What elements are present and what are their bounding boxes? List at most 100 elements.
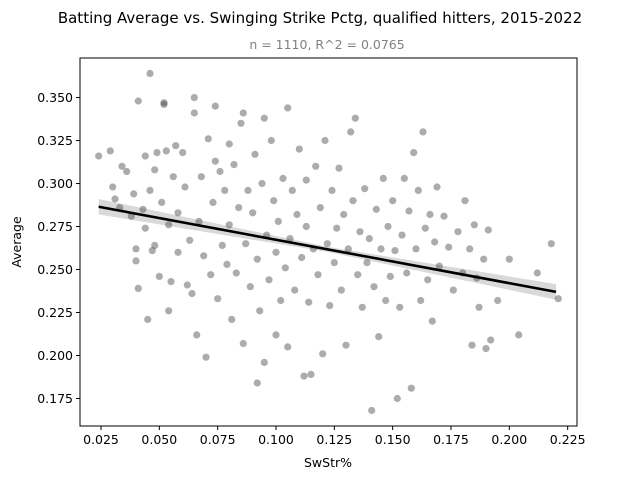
data-point xyxy=(468,341,476,349)
data-point xyxy=(337,286,345,294)
data-point xyxy=(202,353,210,361)
data-point xyxy=(340,210,348,219)
data-point xyxy=(244,186,252,194)
data-point xyxy=(396,303,404,311)
data-point xyxy=(505,255,513,263)
data-point xyxy=(482,345,490,353)
data-point xyxy=(207,271,215,279)
data-point xyxy=(302,176,310,184)
data-point xyxy=(277,296,285,305)
x-tick-label: 0.125 xyxy=(316,432,352,447)
y-tick-label: 0.300 xyxy=(37,176,73,191)
data-point xyxy=(547,240,555,248)
data-point xyxy=(123,167,131,176)
data-point xyxy=(265,276,273,284)
data-point xyxy=(403,269,411,277)
data-point xyxy=(293,210,301,219)
data-point xyxy=(400,174,408,182)
data-point xyxy=(298,253,306,262)
data-point xyxy=(365,235,373,243)
data-point xyxy=(307,370,315,378)
data-point xyxy=(454,228,462,236)
data-point xyxy=(284,343,292,351)
x-tick-label: 0.050 xyxy=(141,432,177,447)
data-point xyxy=(183,281,191,289)
regression-layer xyxy=(98,205,557,294)
data-point xyxy=(279,174,287,182)
data-point xyxy=(274,217,282,225)
data-point xyxy=(165,307,173,315)
data-point xyxy=(188,290,196,298)
data-point xyxy=(372,205,380,213)
data-point xyxy=(351,114,359,122)
data-point xyxy=(533,269,541,277)
data-point xyxy=(326,302,334,310)
data-point xyxy=(258,179,266,188)
data-point xyxy=(239,109,247,117)
data-point xyxy=(218,241,226,249)
data-point xyxy=(440,212,448,220)
data-point xyxy=(407,384,415,392)
data-point xyxy=(475,303,483,311)
data-point xyxy=(356,228,364,236)
data-point xyxy=(209,198,217,206)
data-point xyxy=(466,245,474,253)
data-point xyxy=(214,295,222,303)
data-point xyxy=(405,207,413,215)
data-point xyxy=(328,186,336,194)
data-point xyxy=(370,283,378,291)
data-point xyxy=(286,235,294,243)
x-tick-label: 0.200 xyxy=(491,432,527,447)
data-point xyxy=(354,271,362,279)
data-point xyxy=(431,238,439,246)
x-axis-label: SwStr% xyxy=(304,455,352,470)
data-point xyxy=(300,372,308,380)
data-point xyxy=(225,221,233,229)
data-point xyxy=(319,350,327,358)
data-point xyxy=(379,174,387,182)
data-point xyxy=(417,296,425,305)
data-point xyxy=(358,303,366,311)
chart-title: Batting Average vs. Swinging Strike Pctg… xyxy=(58,9,582,27)
data-point xyxy=(160,100,168,108)
data-point xyxy=(424,276,432,284)
data-point xyxy=(267,136,275,145)
data-point xyxy=(155,272,163,280)
data-point xyxy=(141,224,149,232)
data-point xyxy=(160,99,168,107)
data-point xyxy=(342,341,350,349)
x-axis: 0.025 0.050 0.075 0.100 0.125 0.150 0.175 0.200… xyxy=(83,426,586,447)
data-point xyxy=(288,186,296,194)
data-point xyxy=(349,197,357,205)
data-point xyxy=(316,204,324,212)
data-point xyxy=(174,209,182,217)
data-point xyxy=(414,186,422,194)
y-tick-label: 0.250 xyxy=(37,262,73,277)
data-point xyxy=(148,247,156,255)
data-point xyxy=(253,255,261,263)
data-point xyxy=(312,162,320,170)
data-point xyxy=(246,283,254,291)
data-point xyxy=(386,272,394,280)
data-point xyxy=(389,197,397,205)
data-point xyxy=(375,333,383,341)
y-tick-label: 0.325 xyxy=(37,133,73,148)
data-point xyxy=(260,358,268,366)
data-point xyxy=(190,94,198,102)
data-point xyxy=(193,331,201,339)
data-point xyxy=(141,152,149,160)
data-point xyxy=(314,271,322,279)
data-point xyxy=(445,243,453,251)
data-point xyxy=(169,173,177,181)
data-point xyxy=(333,224,341,232)
y-axis-label: Average xyxy=(9,216,24,268)
data-point xyxy=(167,278,175,286)
data-point xyxy=(291,286,299,294)
y-tick-label: 0.175 xyxy=(37,391,73,406)
x-tick-label: 0.225 xyxy=(550,432,586,447)
data-point xyxy=(162,147,170,155)
data-point xyxy=(284,104,292,112)
data-point xyxy=(323,240,331,248)
data-point xyxy=(554,295,562,303)
